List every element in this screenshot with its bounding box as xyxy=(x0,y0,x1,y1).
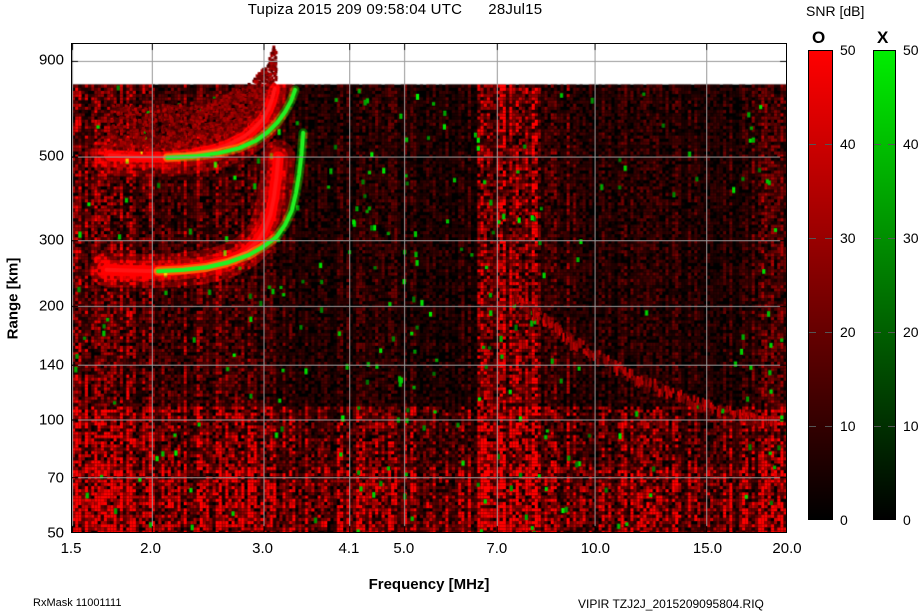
source-file-label: VIPIR TZJ2J_2015209095804.RIQ xyxy=(578,597,764,611)
colorbar-tick-label: 10 xyxy=(903,418,919,434)
colorbar-tick-mark xyxy=(874,144,881,145)
colorbar-tick-mark xyxy=(809,426,816,427)
x-tick-label: 10.0 xyxy=(580,540,610,557)
x-tick-label: 3.0 xyxy=(252,540,274,557)
colorbar-tick-mark xyxy=(825,426,832,427)
colorbar-tick-label: 0 xyxy=(903,512,911,528)
y-tick-label: 50 xyxy=(47,524,64,542)
x-axis-label: Frequency [MHz] xyxy=(368,576,490,593)
y-tick-label: 70 xyxy=(47,469,64,487)
colorbar-tick-label: 0 xyxy=(840,512,848,528)
y-axis-label: Range [km] xyxy=(4,257,22,340)
x-tick-label: 15.0 xyxy=(692,540,723,557)
colorbar-x-gradient xyxy=(873,50,896,520)
ionogram-canvas xyxy=(72,44,786,532)
colorbar-tick-label: 10 xyxy=(840,418,856,434)
colorbar-tick-label: 30 xyxy=(903,230,919,246)
colorbar-tick-mark xyxy=(825,332,832,333)
colorbar-tick-mark xyxy=(809,238,816,239)
colorbar-o-gradient xyxy=(808,50,833,520)
x-tick-label: 5.0 xyxy=(393,540,415,557)
colorbar-tick-label: 40 xyxy=(903,136,919,152)
colorbar-tick-mark xyxy=(874,332,881,333)
colorbar-tick-label: 20 xyxy=(840,324,856,340)
colorbar-x-letter: X xyxy=(877,28,889,47)
x-tick-label: 20.0 xyxy=(772,540,802,557)
colorbar-tick-mark xyxy=(874,238,881,239)
rxmask-label: RxMask 11001111 xyxy=(33,597,122,609)
colorbar-tick-mark xyxy=(809,144,816,145)
colorbar-tick-label: 30 xyxy=(840,230,856,246)
colorbar-tick-label: 50 xyxy=(903,42,919,58)
colorbar-tick-mark xyxy=(888,426,895,427)
x-tick-label: 4.1 xyxy=(338,540,360,557)
colorbar-tick-mark xyxy=(888,332,895,333)
colorbar-title: SNR [dB] xyxy=(806,3,865,19)
colorbar-tick-mark xyxy=(888,144,895,145)
colorbar-tick-label: 50 xyxy=(840,42,856,58)
colorbar-tick-label: 20 xyxy=(903,324,919,340)
colorbar-tick-mark xyxy=(874,426,881,427)
ionogram-plot xyxy=(71,43,787,533)
x-tick-label: 7.0 xyxy=(486,540,508,557)
colorbar-tick-label: 40 xyxy=(840,136,856,152)
y-tick-label: 500 xyxy=(38,147,64,165)
y-tick-label: 200 xyxy=(38,297,64,315)
x-tick-label: 1.5 xyxy=(60,540,82,557)
colorbar-tick-mark xyxy=(825,238,832,239)
colorbar-o-letter: O xyxy=(812,28,826,47)
colorbar-tick-mark xyxy=(888,238,895,239)
y-tick-label: 900 xyxy=(38,51,64,69)
x-tick-label: 2.0 xyxy=(140,540,161,557)
y-tick-label: 140 xyxy=(38,356,64,374)
colorbar-tick-mark xyxy=(825,144,832,145)
colorbar-tick-mark xyxy=(809,332,816,333)
y-tick-label: 300 xyxy=(38,231,64,249)
y-tick-label: 100 xyxy=(38,411,64,429)
y-axis: 900 500 300 200 140 100 70 50 xyxy=(0,0,64,614)
page-title: Tupiza 2015 209 09:58:04 UTC 28Jul15 xyxy=(247,1,543,18)
